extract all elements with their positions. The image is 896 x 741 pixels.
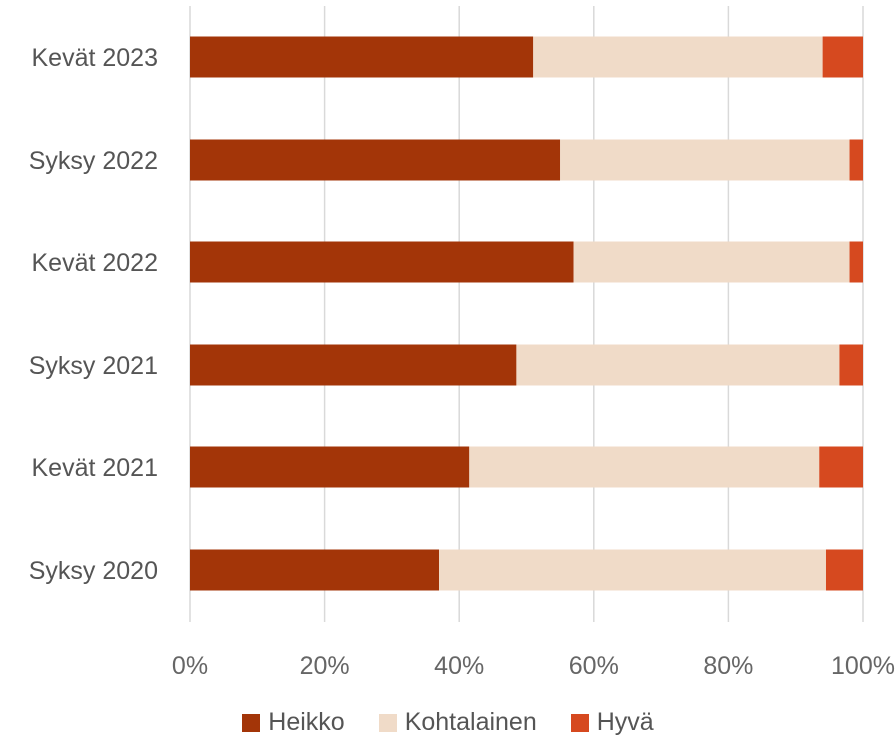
x-tick-label: 60% [569,652,619,680]
bar-segment-heikko [190,36,534,78]
bar-segment-kohtalainen [469,446,820,488]
bar-segment-kohtalainen [560,139,850,181]
bar-segment-hyvä [849,139,863,181]
bar-segment-heikko [190,446,470,488]
x-tick-label: 0% [172,652,208,680]
bar-segment-heikko [190,241,574,283]
bar-segment-kohtalainen [573,241,850,283]
legend-item: Heikko [242,708,345,737]
legend-swatch [242,713,261,732]
bar-segment-heikko [190,549,440,591]
x-tick-label: 20% [300,652,350,680]
bar-segment-hyvä [849,241,863,283]
legend-label: Heikko [268,708,345,736]
bar-segment-heikko [190,139,561,181]
bar-segment-hyvä [819,446,863,488]
category-label: Syksy 2020 [29,557,158,585]
x-tick-label: 40% [434,652,484,680]
legend-swatch [378,713,397,732]
x-tick-label: 100% [831,652,895,680]
legend-label: Hyvä [596,708,654,736]
legend-item: Hyvä [570,708,654,737]
bar-segment-heikko [190,344,517,386]
legend-swatch [570,713,589,732]
bar-segment-hyvä [839,344,863,386]
bar-segment-kohtalainen [516,344,840,386]
legend-label: Kohtalainen [404,708,537,736]
bar-segment-kohtalainen [533,36,823,78]
category-label: Kevät 2022 [32,249,159,277]
category-label: Syksy 2022 [29,147,158,175]
legend: Heikko Kohtalainen Hyvä [0,708,896,737]
bar-segment-hyvä [822,36,863,78]
category-label: Syksy 2021 [29,352,158,380]
bar-segment-hyvä [825,549,863,591]
category-label: Kevät 2021 [32,454,159,482]
bar-chart-plot: Kevät 2023 Syksy 2022 Kevät 2022 Syksy 2021… [29,6,895,680]
x-tick-label: 80% [703,652,753,680]
bar-segment-kohtalainen [439,549,826,591]
legend-item: Kohtalainen [378,708,537,737]
category-label: Kevät 2023 [32,44,159,72]
